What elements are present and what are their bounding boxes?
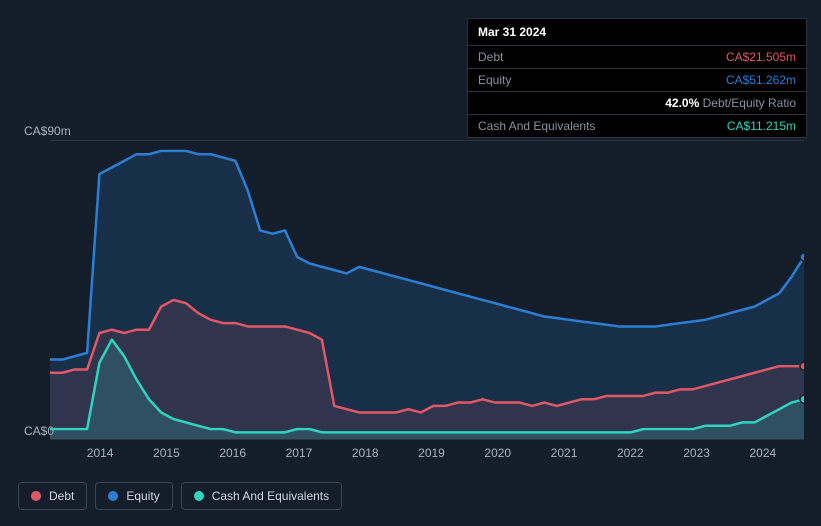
tooltip-row: EquityCA$51.262m <box>468 69 806 92</box>
x-axis-tick: 2024 <box>750 446 777 460</box>
x-axis-tick: 2021 <box>551 446 578 460</box>
tooltip-row-label <box>478 96 665 110</box>
tooltip-row: 42.0% Debt/Equity Ratio <box>468 92 806 115</box>
tooltip-row-value: CA$51.262m <box>726 73 796 87</box>
legend-label: Cash And Equivalents <box>212 489 329 503</box>
tooltip-date: Mar 31 2024 <box>468 19 806 46</box>
legend-swatch <box>108 491 118 501</box>
tooltip-row: Cash And EquivalentsCA$11.215m <box>468 115 806 137</box>
x-axis-tick: 2018 <box>352 446 379 460</box>
y-axis-max-label: CA$90m <box>24 124 71 138</box>
legend-item[interactable]: Equity <box>95 482 172 510</box>
legend-item[interactable]: Cash And Equivalents <box>181 482 342 510</box>
tooltip-row-label: Debt <box>478 50 726 64</box>
tooltip-row-value: 42.0% Debt/Equity Ratio <box>665 96 796 110</box>
legend-swatch <box>31 491 41 501</box>
legend-item[interactable]: Debt <box>18 482 87 510</box>
x-axis: 2014 2015 2016 2017 2018 2019 2020 2021 2022 2023… <box>50 446 804 462</box>
x-axis-tick: 2016 <box>219 446 246 460</box>
x-axis-tick: 2023 <box>683 446 710 460</box>
x-axis-tick: 2015 <box>153 446 180 460</box>
x-axis-tick: 2019 <box>418 446 445 460</box>
chart-tooltip: Mar 31 2024 DebtCA$21.505mEquityCA$51.26… <box>467 18 807 138</box>
tooltip-row-label: Equity <box>478 73 726 87</box>
tooltip-row-value: CA$21.505m <box>726 50 796 64</box>
tooltip-row-value: CA$11.215m <box>727 119 796 133</box>
x-axis-tick: 2020 <box>484 446 511 460</box>
chart-plot-area[interactable] <box>50 140 804 440</box>
legend-label: Debt <box>49 489 74 503</box>
chart-legend: Debt Equity Cash And Equivalents <box>18 482 342 510</box>
x-axis-tick: 2014 <box>87 446 114 460</box>
legend-swatch <box>194 491 204 501</box>
tooltip-row-label: Cash And Equivalents <box>478 119 727 133</box>
x-axis-tick: 2022 <box>617 446 644 460</box>
tooltip-row: DebtCA$21.505m <box>468 46 806 69</box>
x-axis-tick: 2017 <box>286 446 313 460</box>
legend-label: Equity <box>126 489 159 503</box>
